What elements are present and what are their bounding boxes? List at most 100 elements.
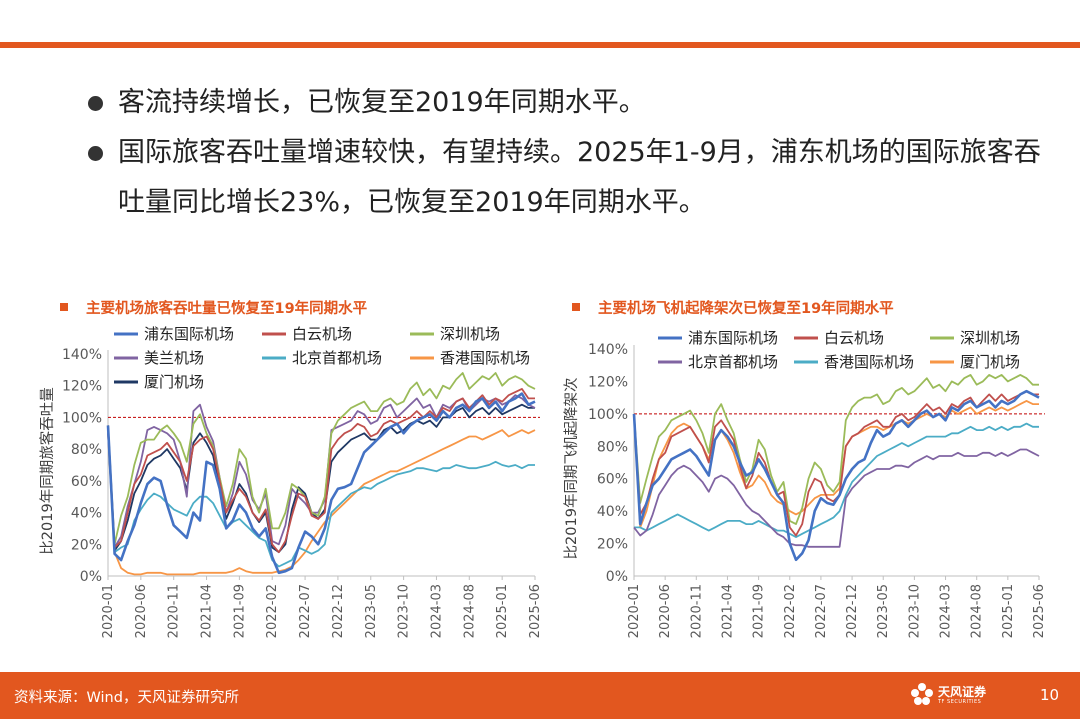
x-tick-label: 2021-04 <box>200 584 215 638</box>
legend-label: 美兰机场 <box>144 349 204 367</box>
page-number: 10 <box>1040 686 1060 704</box>
series-line <box>633 448 1040 548</box>
legend-label: 北京首都机场 <box>292 349 382 367</box>
x-tick-label: 2021-09 <box>752 584 767 638</box>
x-tick-label: 2020-06 <box>134 584 149 638</box>
y-tick-label: 100% <box>62 410 102 426</box>
x-tick-label: 2025-01 <box>1001 584 1016 638</box>
logo-flower-icon <box>911 683 933 705</box>
y-tick-label: 60% <box>597 472 628 488</box>
y-tick-label: 80% <box>71 442 102 458</box>
aircraft-movements-chart: 0% 20% 40% 60% 80% 100% 120% 140% 2020-01 2020-06… <box>563 328 1056 638</box>
series-line <box>634 422 1039 539</box>
legend-bg <box>112 372 252 392</box>
top-accent-rule <box>0 42 1080 48</box>
legend-label: 香港国际机场 <box>440 349 530 367</box>
company-logo: 天风证券 TF SECURITIES <box>910 680 990 712</box>
bullet-text: 客流持续增长，已恢复至2019年同期水平。 <box>118 87 646 118</box>
footer-bar: 资料来源：Wind，天风证券研究所 天风证券 TF SECURITIES 10 <box>0 672 1080 719</box>
y-axis-label: 比2019年同期飞机起降架次 <box>563 378 580 560</box>
legend-bg <box>408 324 540 344</box>
legend-label: 白云机场 <box>292 325 352 343</box>
x-tick-label: 2024-03 <box>939 584 954 638</box>
legend-bg <box>928 328 1056 348</box>
x-tick-label: 2024-03 <box>429 584 444 638</box>
x-tick-label: 2022-07 <box>814 584 829 638</box>
x-tick-label: 2022-12 <box>331 584 346 638</box>
x-tick-label: 2021-09 <box>232 584 247 638</box>
legend-bg <box>408 348 540 368</box>
legend-bg <box>928 352 1056 372</box>
x-tick-label: 2022-02 <box>783 584 798 638</box>
bullet-item: 客流持续增长，已恢复至2019年同期水平。 <box>88 78 1048 128</box>
x-tick-label: 2022-12 <box>845 584 860 638</box>
x-tick-label: 2023-05 <box>876 584 891 638</box>
x-tick-label: 2023-10 <box>397 584 412 638</box>
logo-brand-text: 天风证券 <box>938 685 987 699</box>
series-line <box>107 394 536 549</box>
x-tick-label: 2025-06 <box>1032 584 1047 638</box>
series-line <box>106 392 536 575</box>
y-tick-label: 140% <box>62 347 102 363</box>
title-square-icon <box>572 303 580 311</box>
legend-label: 北京首都机场 <box>688 353 778 371</box>
legend-label: 深圳机场 <box>440 325 500 343</box>
logo-brand-subtext: TF SECURITIES <box>938 699 982 705</box>
chart2-title: 主要机场飞机起降架次已恢复至19年同期水平 <box>572 297 894 318</box>
y-tick-label: 140% <box>588 342 628 358</box>
bullet-dot <box>88 146 103 161</box>
legend-bg <box>792 328 920 348</box>
y-tick-label: 20% <box>71 537 102 553</box>
chart1-title: 主要机场旅客吞吐量已恢复至19年同期水平 <box>60 297 367 318</box>
series-line <box>633 374 1039 526</box>
legend-label: 浦东国际机场 <box>688 329 778 347</box>
legend-label: 深圳机场 <box>960 329 1020 347</box>
y-tick-label: 120% <box>588 374 628 390</box>
legend-bg <box>260 348 400 368</box>
x-tick-label: 2022-07 <box>298 584 313 638</box>
legend-bg <box>112 324 252 344</box>
y-tick-label: 20% <box>597 537 628 553</box>
y-tick-label: 40% <box>597 504 628 520</box>
legend-bg <box>656 328 784 348</box>
y-axis-label: 比2019年同期旅客吞吐量 <box>39 387 56 554</box>
bullet-dot <box>88 96 103 111</box>
x-tick-label: 2020-11 <box>167 584 182 638</box>
x-tick-label: 2020-01 <box>627 584 642 638</box>
legend-label: 浦东国际机场 <box>144 325 234 343</box>
bullet-text: 国际旅客吞吐量增速较快，有望持续。2025年1-9月，浦东机场的国际旅客吞吐量同… <box>118 137 1041 218</box>
y-tick-label: 0% <box>80 569 102 585</box>
x-tick-label: 2025-01 <box>495 584 510 638</box>
series-line <box>107 372 536 546</box>
x-tick-label: 2020-11 <box>689 584 704 638</box>
chart2-title-text: 主要机场飞机起降架次已恢复至19年同期水平 <box>598 301 894 317</box>
x-tick-label: 2023-10 <box>907 584 922 638</box>
y-tick-label: 60% <box>71 474 102 490</box>
y-tick-label: 80% <box>597 439 628 455</box>
legend-bg <box>260 324 400 344</box>
x-tick-label: 2024-08 <box>462 584 477 638</box>
series-line <box>632 389 1040 562</box>
series-line <box>107 403 535 554</box>
legend-label: 厦门机场 <box>960 353 1020 371</box>
x-tick-label: 2023-05 <box>364 584 379 638</box>
title-square-icon <box>60 303 68 311</box>
chart1-title-text: 主要机场旅客吞吐量已恢复至19年同期水平 <box>86 301 368 317</box>
legend-bg <box>656 352 784 372</box>
bullet-item: 国际旅客吞吐量增速较快，有望持续。2025年1-9月，浦东机场的国际旅客吞吐量同… <box>88 128 1048 228</box>
footer-source: 资料来源：Wind，天风证券研究所 <box>14 690 239 706</box>
x-tick-label: 2020-06 <box>658 584 673 638</box>
y-tick-label: 120% <box>62 379 102 395</box>
legend-label: 白云机场 <box>824 329 884 347</box>
y-tick-label: 100% <box>588 407 628 423</box>
series-line <box>107 430 535 568</box>
series-line <box>633 400 1039 529</box>
legend-bg <box>792 352 920 372</box>
y-tick-label: 0% <box>606 569 628 585</box>
x-tick-label: 2025-06 <box>528 584 540 638</box>
series-line <box>107 388 535 554</box>
bullet-list: 客流持续增长，已恢复至2019年同期水平。 国际旅客吞吐量增速较快，有望持续。2… <box>88 78 1048 228</box>
x-tick-label: 2022-02 <box>265 584 280 638</box>
x-tick-label: 2021-04 <box>720 584 735 638</box>
x-tick-label: 2024-08 <box>970 584 985 638</box>
